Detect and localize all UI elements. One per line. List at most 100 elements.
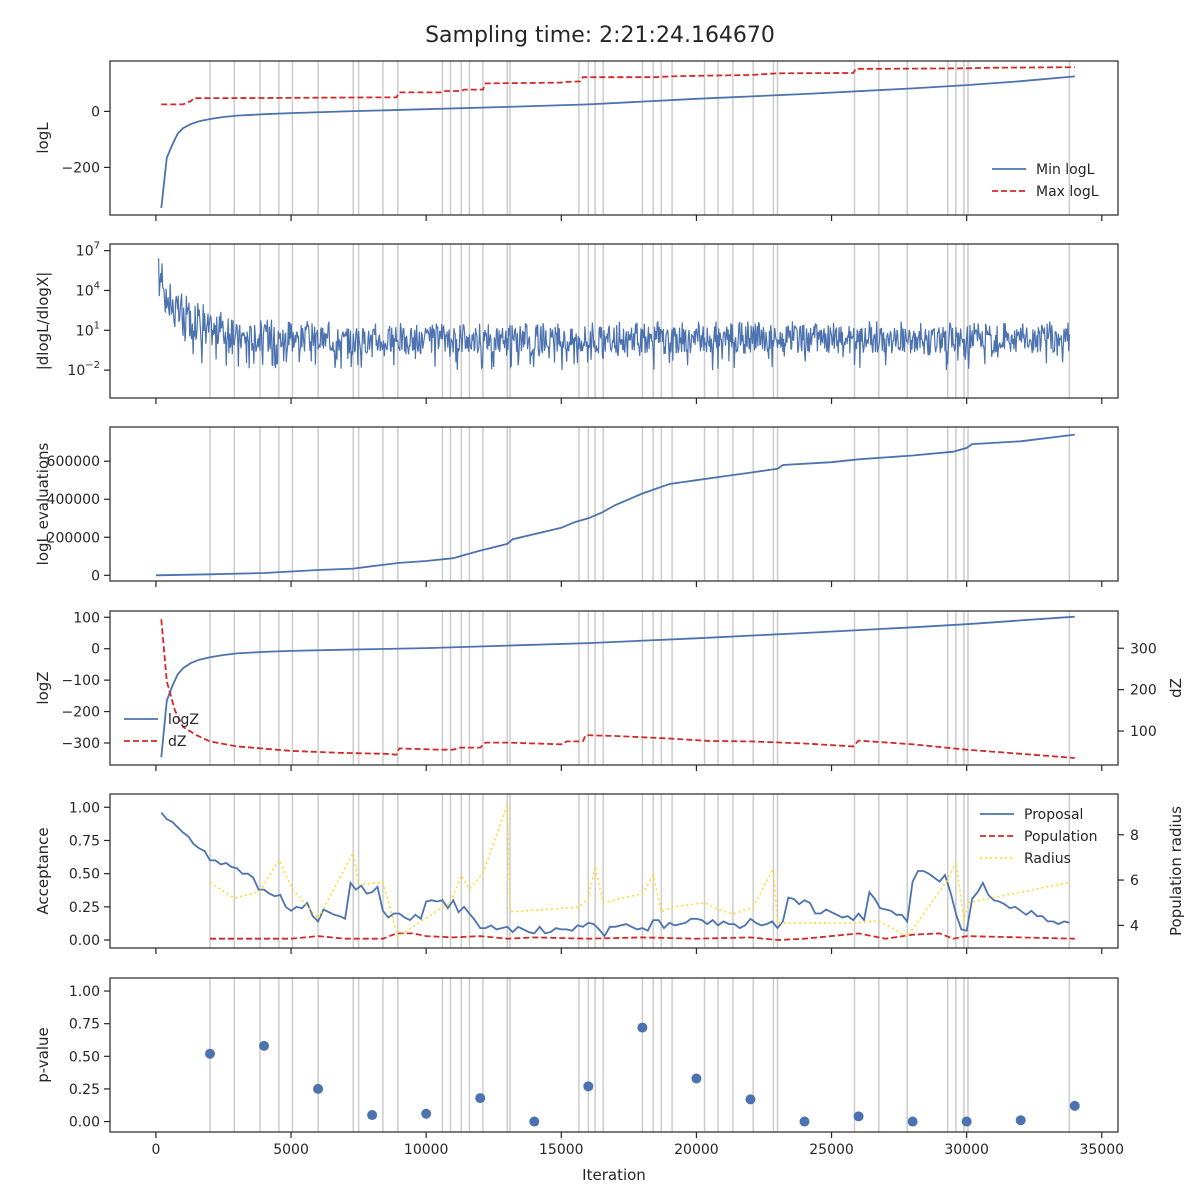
y-tick-label-dlogl-3: 10−2 bbox=[67, 360, 100, 379]
series-dlogl-0 bbox=[158, 258, 1070, 371]
y-tick-label-accept-1: 0.25 bbox=[69, 900, 100, 916]
panels: 0 −200 logL Min logL Max logL 107 104 101 10−2 |d… bbox=[34, 60, 1185, 1158]
pvalue-point-15 bbox=[1015, 1115, 1026, 1126]
series-evals-0 bbox=[155, 433, 1075, 577]
y-tick-label-dlogl-1: 104 bbox=[76, 280, 100, 299]
y-tick-label-accept-0: 0.00 bbox=[69, 933, 100, 949]
y-tick-label-evals-1: 200000 bbox=[47, 530, 100, 546]
y-tick-label-pvalue-3: 0.75 bbox=[69, 1017, 100, 1033]
pvalue-point-5 bbox=[475, 1093, 486, 1104]
x-tick-label-6: 30000 bbox=[944, 1142, 989, 1158]
y-axis-label-pvalue: p-value bbox=[34, 1027, 52, 1083]
y-axis-label-logz: logZ bbox=[34, 671, 52, 704]
x-tick-label-7: 35000 bbox=[1080, 1142, 1125, 1158]
y-tick-label-dlogl-0: 107 bbox=[76, 241, 100, 260]
panel-logl: 0 −200 logL Min logL Max logL bbox=[34, 60, 1119, 221]
y-tick-label-logz-3: −200 bbox=[62, 705, 100, 721]
pvalue-point-13 bbox=[907, 1116, 918, 1127]
y2-axis-label-accept: Population radius bbox=[1167, 806, 1185, 936]
panel-dlogl: 107 104 101 10−2 |dlogL/dlogX| bbox=[34, 241, 1119, 404]
pvalue-point-0 bbox=[204, 1048, 215, 1059]
x-tick-label-5: 25000 bbox=[809, 1142, 854, 1158]
pvalue-point-11 bbox=[799, 1116, 810, 1127]
plot-area-dlogl bbox=[158, 244, 1071, 398]
legend-label-2: Radius bbox=[1024, 851, 1071, 867]
legend-label-1: Population bbox=[1024, 829, 1098, 845]
x-tick-label-1: 5000 bbox=[273, 1142, 309, 1158]
y2-tick-label-accept-0: 4 bbox=[1130, 918, 1139, 934]
pvalue-point-8 bbox=[637, 1022, 648, 1033]
legend-label-0: Proposal bbox=[1024, 807, 1083, 823]
axes-frame-accept bbox=[109, 793, 1119, 949]
series-radius bbox=[209, 805, 1070, 938]
pvalue-point-10 bbox=[745, 1094, 756, 1105]
y-tick-label-logl-1: −200 bbox=[62, 160, 100, 176]
plot-area-logl bbox=[160, 61, 1075, 215]
figure-title: Sampling time: 2:21:24.164670 bbox=[425, 23, 775, 48]
legend-accept: Proposal Population Radius bbox=[980, 807, 1098, 867]
pvalue-point-4 bbox=[421, 1108, 432, 1119]
pvalue-point-1 bbox=[259, 1040, 270, 1051]
y2-tick-label-logz-0: 100 bbox=[1130, 724, 1157, 740]
series-max-logl bbox=[161, 66, 1075, 106]
y-axis-label-accept: Acceptance bbox=[34, 827, 52, 914]
pvalue-point-12 bbox=[853, 1111, 864, 1122]
y-tick-label-logz-2: −100 bbox=[62, 673, 100, 689]
x-tick-label-3: 15000 bbox=[539, 1142, 584, 1158]
legend-logz: logZ dZ bbox=[124, 712, 199, 750]
x-axis-label: Iteration bbox=[582, 1166, 646, 1184]
axes-frame-pvalue bbox=[109, 977, 1119, 1133]
y2-tick-label-logz-2: 300 bbox=[1130, 641, 1157, 657]
plot-area-evals bbox=[155, 427, 1075, 581]
y-tick-label-evals-2: 400000 bbox=[47, 492, 100, 508]
y-tick-label-accept-3: 0.75 bbox=[69, 833, 100, 849]
pvalue-point-7 bbox=[583, 1081, 594, 1092]
pvalue-point-3 bbox=[367, 1110, 378, 1121]
pvalue-point-16 bbox=[1069, 1100, 1080, 1111]
y-tick-label-evals-3: 600000 bbox=[47, 454, 100, 470]
y-axis-label-logl: logL bbox=[34, 122, 52, 154]
y-tick-label-evals-0: 0 bbox=[91, 568, 100, 584]
axes-frame-logl bbox=[109, 60, 1119, 216]
axes-frame-evals bbox=[109, 426, 1119, 582]
panel-pvalue: 0 5000 10000 15000 20000 25000 30000 35000 0.00 0… bbox=[34, 977, 1125, 1158]
y2-tick-label-logz-1: 200 bbox=[1130, 683, 1157, 699]
pvalue-point-14 bbox=[961, 1116, 972, 1127]
y-tick-label-dlogl-2: 101 bbox=[76, 320, 100, 339]
pvalue-point-6 bbox=[529, 1116, 540, 1127]
y-tick-label-pvalue-0: 0.00 bbox=[69, 1115, 100, 1131]
y2-tick-label-accept-2: 8 bbox=[1130, 828, 1139, 844]
y-tick-label-logz-0: 100 bbox=[73, 610, 100, 626]
legend-label-0: Min logL bbox=[1036, 162, 1095, 178]
pvalue-point-2 bbox=[313, 1083, 324, 1094]
y-tick-label-pvalue-2: 0.50 bbox=[69, 1049, 100, 1065]
axes-frame-logz bbox=[109, 610, 1119, 766]
series-min-logl bbox=[160, 75, 1075, 209]
x-tick-label-4: 20000 bbox=[674, 1142, 719, 1158]
legend-logl: Min logL Max logL bbox=[992, 162, 1099, 200]
plot-area-accept bbox=[160, 794, 1075, 948]
plot-area-logz bbox=[160, 611, 1075, 765]
y-tick-label-logl-0: 0 bbox=[91, 104, 100, 120]
series-population bbox=[210, 932, 1075, 941]
y-axis-label-evals: logL evaluations bbox=[34, 442, 52, 565]
series-logz bbox=[160, 615, 1075, 758]
legend-label-1: dZ bbox=[168, 734, 186, 750]
panel-logz: 100 0 −100 −200 −300 logZ 100 200 300 dZ logZ dZ bbox=[34, 610, 1185, 771]
series-proposal bbox=[160, 812, 1070, 938]
y-axis-label-dlogl: |dlogL/dlogX| bbox=[34, 272, 52, 371]
plot-area-pvalue bbox=[204, 978, 1080, 1132]
y-tick-label-pvalue-4: 1.00 bbox=[69, 984, 100, 1000]
axes-frame-dlogl bbox=[109, 243, 1119, 399]
y-tick-label-accept-4: 1.00 bbox=[69, 800, 100, 816]
y-tick-label-logz-1: 0 bbox=[91, 642, 100, 658]
legend-label-1: Max logL bbox=[1036, 184, 1099, 200]
series-dz bbox=[160, 619, 1075, 759]
pvalue-point-9 bbox=[691, 1073, 702, 1084]
y-tick-label-logz-4: −300 bbox=[62, 736, 100, 752]
y2-axis-label-logz: dZ bbox=[1167, 678, 1185, 698]
y-tick-label-pvalue-1: 0.25 bbox=[69, 1082, 100, 1098]
